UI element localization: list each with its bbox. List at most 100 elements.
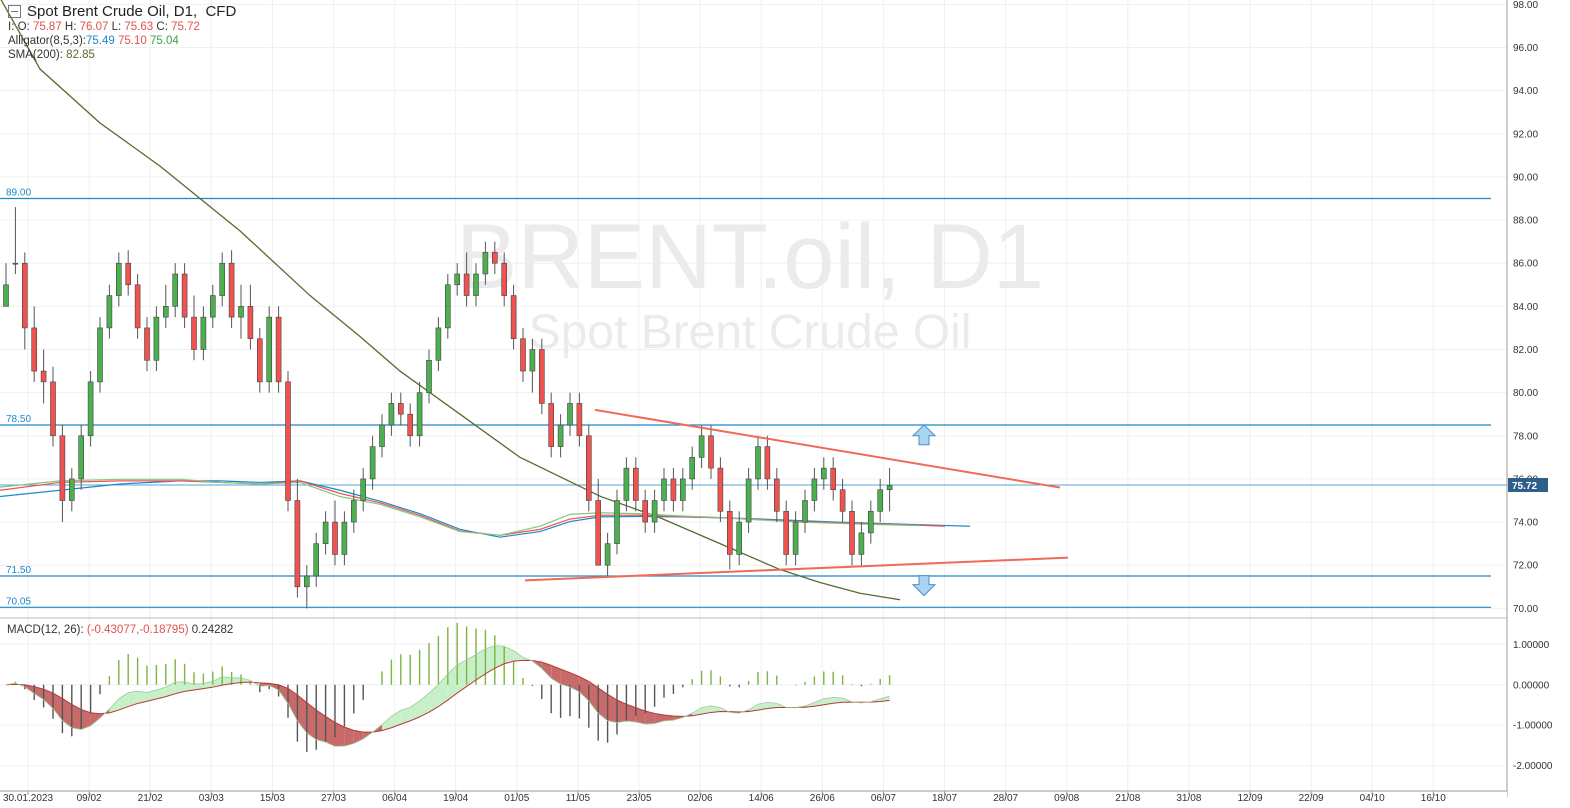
time-tick-label: 21/02 [138, 793, 163, 804]
candle-body [350, 500, 357, 523]
trendline [524, 556, 1069, 582]
candle-body [416, 392, 423, 437]
candle-body [726, 510, 733, 555]
candle-body [830, 467, 837, 491]
candle-body [473, 273, 479, 296]
macd-fill [560, 669, 570, 688]
candle-body [285, 381, 291, 501]
macd-tick-label: 1.00000 [1513, 640, 1550, 651]
price-tick-label: 98.00 [1513, 0, 1538, 11]
chart-grid [0, 0, 1570, 790]
candle-body [313, 543, 320, 577]
time-tick-label: 06/04 [382, 793, 407, 804]
candle-body [839, 489, 846, 512]
candle-body [717, 467, 724, 512]
price-tick-label: 70.00 [1513, 604, 1538, 615]
candle-body [341, 521, 348, 555]
macd-fill [541, 662, 552, 679]
candle-body [689, 457, 696, 480]
macd-line [5, 645, 890, 747]
candle-body [78, 435, 84, 480]
candle-body [247, 306, 254, 340]
collapse-icon[interactable] [8, 5, 21, 18]
candle-body [163, 306, 169, 318]
macd-label: MACD(12, 26): [7, 624, 84, 636]
time-tick-label: 28/07 [993, 793, 1018, 804]
time-tick-label: 01/05 [504, 793, 529, 804]
macd-fill [231, 677, 241, 684]
macd-fill [382, 716, 392, 731]
open-label: I: O: [8, 21, 30, 33]
symbol-title[interactable]: Spot Brent Crude Oil, D1, CFD [8, 3, 236, 20]
macd-fill [598, 687, 608, 721]
macd-fill [833, 697, 843, 704]
macd-fill [758, 702, 768, 711]
candlesticks [3, 207, 893, 609]
candle-body [21, 262, 28, 329]
price-tick-label: 80.00 [1513, 388, 1538, 399]
macd-tick-label: -2.00000 [1513, 761, 1553, 772]
candle-body [745, 478, 752, 523]
candle-body [651, 500, 658, 523]
candle-body [585, 435, 592, 501]
macd-fill [767, 702, 777, 709]
horizontal-levels[interactable]: 89.00 78.50 71.50 70.05 [0, 187, 1507, 608]
candle-body [181, 273, 188, 318]
candle-body [792, 521, 799, 555]
macd-fill [664, 715, 674, 721]
macd-fill [880, 696, 890, 702]
macd-tick-label: 0.00000 [1513, 680, 1550, 691]
candle-body [40, 370, 47, 383]
alligator-jaw-value: 75.49 [85, 35, 115, 47]
macd-fill [325, 716, 335, 747]
alligator-readout[interactable]: Alligator(8,5,3):75.49 75.10 75.04 [8, 34, 236, 48]
price-tick-label: 88.00 [1513, 216, 1538, 227]
time-tick-label: 23/05 [626, 793, 651, 804]
candle-body [820, 467, 827, 480]
macd-fill [476, 648, 486, 681]
price-tick-label: 78.00 [1513, 431, 1538, 442]
candle-body [867, 510, 874, 534]
high-label: H: [64, 21, 77, 33]
price-tick-label: 84.00 [1513, 302, 1538, 313]
macd-fill [701, 705, 711, 715]
candle-body [97, 327, 103, 383]
watermark-name: Spot Brent Crude Oil [529, 306, 972, 359]
macd-legend[interactable]: MACD(12, 26): (-0.43077,-0.18795) 0.2428… [7, 624, 233, 636]
macd-fill [457, 659, 467, 694]
macd-fill [53, 693, 63, 721]
candle-body [106, 295, 113, 329]
high-value: 76.07 [79, 21, 109, 33]
candle-body [783, 510, 790, 555]
trendlines[interactable] [524, 408, 1069, 582]
sma200-line [0, 0, 901, 601]
candle-body [238, 306, 244, 318]
candle-body [811, 478, 818, 501]
breakout-arrows[interactable] [911, 424, 937, 597]
symbol-name: Spot Brent Crude Oil [27, 3, 166, 20]
candle-body [463, 273, 470, 296]
candle-body [886, 485, 893, 491]
candle-body [191, 316, 197, 350]
candle-body [454, 273, 461, 286]
time-axis[interactable]: 30.01.2023 09/02 21/02 03/03 15/03 27/03 06/04… [0, 790, 1507, 808]
time-tick-label: 27/03 [321, 793, 346, 804]
time-tick-label: 22/09 [1299, 793, 1324, 804]
price-axis[interactable]: 98.00 96.00 94.00 92.00 90.00 88.00 86.00 84.00… [1506, 0, 1570, 808]
macd-fill [588, 681, 599, 714]
macd-fill [316, 709, 326, 743]
macd-fill [137, 691, 147, 704]
candle-body [604, 543, 611, 566]
candle-body [3, 284, 9, 307]
ohlc-readout: I: O: 75.87 H: 76.07 L: 75.63 C: 75.72 [8, 20, 236, 34]
candle-body [632, 467, 639, 501]
candle-body [557, 424, 564, 447]
macd-fill [156, 687, 166, 700]
candle-body [397, 403, 404, 415]
sma-readout[interactable]: SMA(200): 82.85 [8, 48, 236, 62]
macd-fill [447, 664, 458, 701]
chart-watermark: BRENT.oil, D1 Spot Brent Crude Oil [456, 206, 1044, 359]
candle-body [764, 446, 771, 480]
macd-fill [645, 711, 655, 725]
